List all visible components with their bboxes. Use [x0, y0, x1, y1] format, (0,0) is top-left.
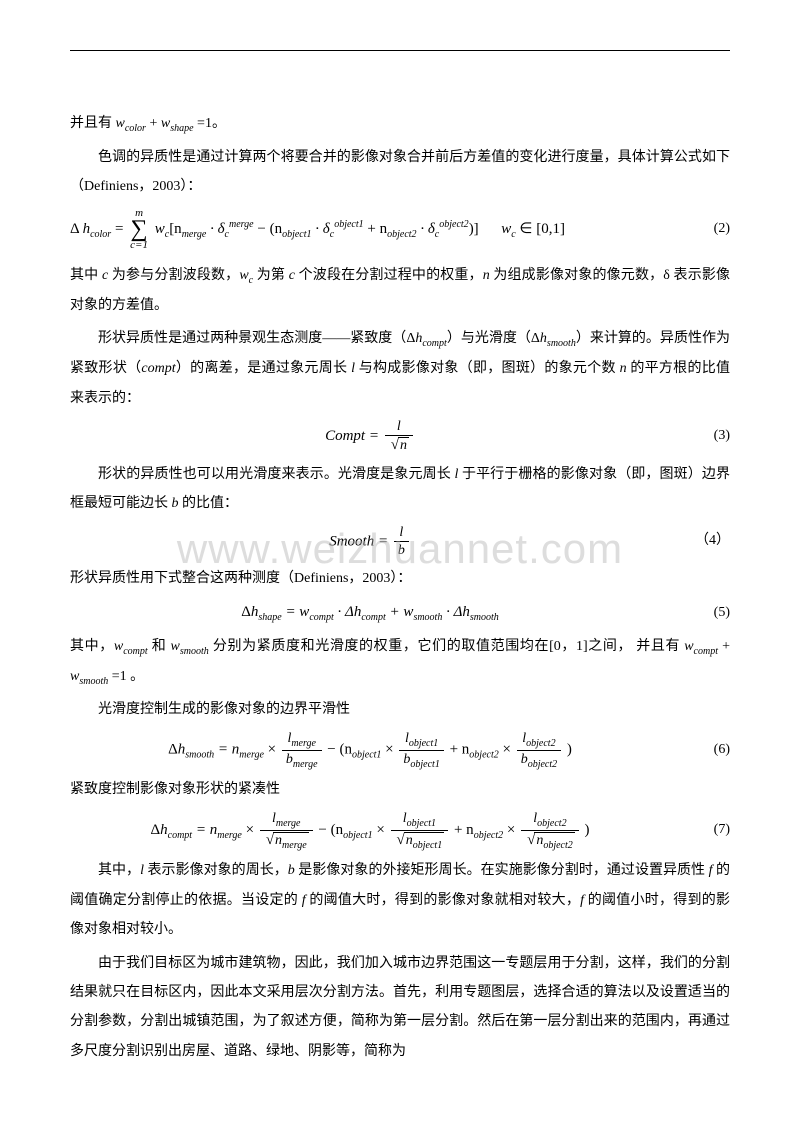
equation-5: ΔhshapeΔh = wcompt · Δhcompt + wsmooth ·…: [70, 600, 730, 626]
eq-num-6: (6): [670, 739, 730, 761]
para-7: 其中，wcompt 和 wsmooth 分别为紧质度和光滑度的权重，它们的取值范…: [70, 632, 730, 692]
eq-num-7: (7): [670, 819, 730, 841]
equation-4: Smooth = l b （4）: [70, 525, 730, 559]
equation-3: Compt = l n (3): [70, 419, 730, 454]
eq-num-2: (2): [670, 218, 730, 240]
top-rule: [70, 50, 730, 51]
para-10: 其中，l 表示影像对象的周长，b 是影像对象的外接矩形周长。在实施影像分割时，通…: [70, 856, 730, 944]
eq-num-3: (3): [670, 425, 730, 447]
para-2: 色调的异质性是通过计算两个将要合并的影像对象合并前后方差值的变化进行度量，具体计…: [70, 143, 730, 202]
equation-7: ΔhcomptΔh = nmerge × lmerge nmerge − (no…: [70, 811, 730, 851]
para-6: 形状异质性用下式整合这两种测度（Definiens，2003）：: [70, 564, 730, 593]
para-4: 形状异质性是通过两种景观生态测度——紧致度（Δhcompt）与光滑度（Δhsmo…: [70, 324, 730, 413]
para-1: 并且有 wcolor + wshape =1。: [70, 109, 730, 139]
page: www.weizhuannet.com 并且有 wcolor + wshape …: [0, 0, 800, 1132]
eq-num-4: （4）: [670, 530, 730, 552]
equation-2: Δ Δ hhcolor = m ∑ c=1 wc[nmerge · δcmerg…: [70, 208, 730, 252]
para-3: 其中 c 为参与分割波段数，wc 为第 c 个波段在分割过程中的权重，n 为组成…: [70, 261, 730, 320]
para-5: 形状的异质性也可以用光滑度来表示。光滑度是象元周长 l 于平行于栅格的影像对象（…: [70, 460, 730, 519]
para-11: 由于我们目标区为城市建筑物，因此，我们加入城市边界范围这一专题层用于分割，这样，…: [70, 949, 730, 1067]
eq-num-5: (5): [670, 602, 730, 624]
para-9: 紧致度控制影像对象形状的紧凑性: [70, 775, 730, 804]
para-8: 光滑度控制生成的影像对象的边界平滑性: [70, 695, 730, 724]
equation-6: ΔhsmoothΔh = nmerge × lmerge bmerge − (n…: [70, 731, 730, 770]
